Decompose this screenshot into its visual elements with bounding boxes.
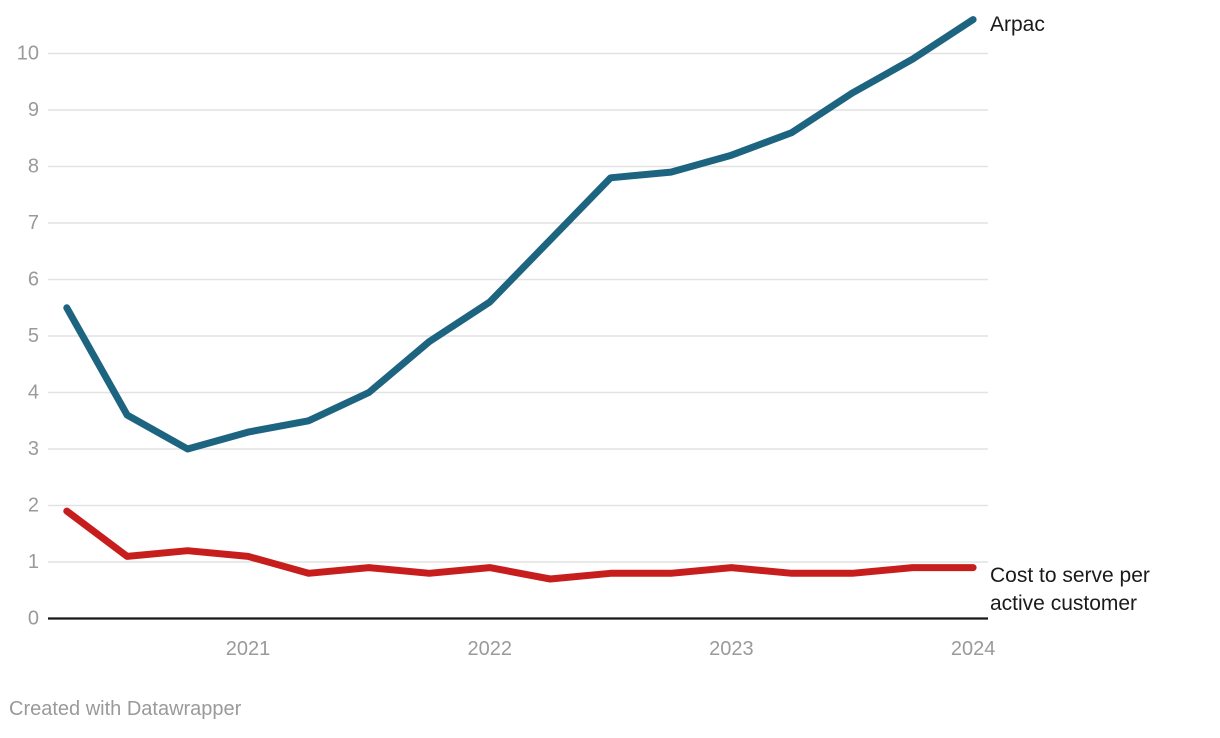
y-tick-label: 3	[28, 438, 39, 460]
attribution-text: Created with Datawrapper	[9, 698, 242, 720]
y-tick-label: 9	[28, 99, 39, 121]
series-line-cost-to-serve	[63, 507, 977, 583]
y-tick-label: 6	[28, 269, 39, 291]
y-tick-label: 1	[28, 551, 39, 573]
y-tick-label: 4	[28, 382, 39, 404]
y-tick-label: 7	[28, 212, 39, 234]
y-tick-label: 5	[28, 325, 39, 347]
x-tick-label: 2022	[467, 638, 512, 660]
y-tick-label: 10	[17, 43, 39, 65]
y-tick-label: 0	[28, 608, 39, 630]
y-tick-label: 8	[28, 156, 39, 178]
x-tick-label: 2024	[951, 638, 996, 660]
x-tick-label: 2021	[226, 638, 271, 660]
series-label-arpac: Arpac	[990, 13, 1045, 36]
series-line-arpac	[63, 16, 977, 453]
series-label-cost-to-serve: Cost to serve per active customer	[990, 564, 1150, 615]
y-tick-label: 2	[28, 495, 39, 517]
x-tick-label: 2023	[709, 638, 754, 660]
